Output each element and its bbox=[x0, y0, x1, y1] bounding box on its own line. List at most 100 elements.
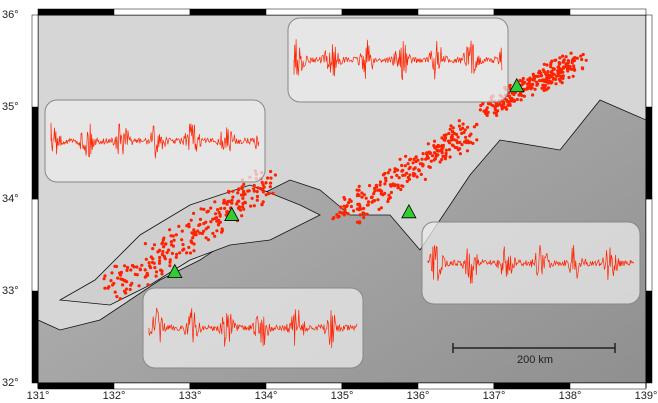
tremor-dot bbox=[550, 60, 553, 63]
tremor-dot bbox=[341, 212, 344, 215]
frame-band bbox=[114, 9, 190, 15]
tremor-dot bbox=[440, 136, 443, 139]
tremor-dot bbox=[265, 193, 268, 196]
y-tick-label: 36° bbox=[2, 9, 19, 21]
tremor-dot bbox=[437, 144, 440, 147]
tremor-dot bbox=[209, 220, 212, 223]
tremor-dot bbox=[346, 212, 349, 215]
tremor-dot bbox=[122, 279, 125, 282]
tremor-dot bbox=[146, 283, 149, 286]
tremor-dot bbox=[107, 285, 110, 288]
tremor-dot bbox=[458, 141, 461, 144]
tremor-dot bbox=[393, 170, 396, 173]
tremor-dot bbox=[153, 262, 156, 265]
tremor-dot bbox=[429, 151, 432, 154]
tremor-dot bbox=[462, 122, 465, 125]
tremor-dot bbox=[241, 187, 244, 190]
tremor-dot bbox=[532, 78, 535, 81]
tremor-dot bbox=[506, 100, 509, 103]
tremor-dot bbox=[274, 173, 277, 176]
tremor-dot bbox=[236, 191, 239, 194]
tremor-dot bbox=[486, 111, 489, 114]
tremor-dot bbox=[567, 65, 570, 68]
map: 131°132°133°134°135°136°137°138°139°32°3… bbox=[0, 0, 658, 403]
tremor-dot bbox=[181, 230, 184, 233]
tremor-dot bbox=[151, 247, 154, 250]
tremor-dot bbox=[358, 220, 361, 223]
tremor-dot bbox=[173, 239, 176, 242]
tremor-dot bbox=[251, 197, 254, 200]
tremor-dot bbox=[451, 130, 454, 133]
tremor-dot bbox=[138, 284, 141, 287]
tremor-dot bbox=[520, 98, 523, 101]
tremor-dot bbox=[139, 268, 142, 271]
tremor-dot bbox=[366, 204, 369, 207]
seismogram-box bbox=[143, 288, 363, 368]
tremor-dot bbox=[501, 105, 504, 108]
tremor-dot bbox=[339, 206, 342, 209]
tremor-dot bbox=[433, 146, 436, 149]
frame-band bbox=[570, 383, 646, 389]
tremor-dot bbox=[443, 134, 446, 137]
tremor-dot bbox=[390, 191, 393, 194]
tremor-dot bbox=[449, 128, 452, 131]
tremor-dot bbox=[193, 231, 196, 234]
tremor-dot bbox=[236, 200, 239, 203]
tremor-dot bbox=[561, 81, 564, 84]
tremor-dot bbox=[440, 158, 443, 161]
tremor-dot bbox=[269, 177, 272, 180]
tremor-dot bbox=[404, 155, 407, 158]
frame-band bbox=[190, 383, 266, 389]
tremor-dot bbox=[153, 243, 156, 246]
tremor-dot bbox=[458, 147, 461, 150]
tremor-dot bbox=[405, 172, 408, 175]
tremor-dot bbox=[567, 76, 570, 79]
frame-band bbox=[266, 383, 342, 389]
x-tick-label: 134° bbox=[255, 390, 278, 402]
tremor-dot bbox=[447, 140, 450, 143]
tremor-dot bbox=[486, 114, 489, 117]
tremor-dot bbox=[395, 174, 398, 177]
tremor-dot bbox=[554, 59, 557, 62]
tremor-dot bbox=[362, 216, 365, 219]
tremor-dot bbox=[230, 199, 233, 202]
tremor-dot bbox=[140, 264, 143, 267]
tremor-dot bbox=[451, 134, 454, 137]
tremor-dot bbox=[459, 128, 462, 131]
tremor-dot bbox=[390, 176, 393, 179]
tremor-dot bbox=[448, 148, 451, 151]
tremor-dot bbox=[156, 250, 159, 253]
tremor-dot bbox=[544, 72, 547, 75]
tremor-dot bbox=[240, 214, 243, 217]
tremor-dot bbox=[223, 200, 226, 203]
tremor-dot bbox=[585, 59, 588, 62]
tremor-dot bbox=[383, 172, 386, 175]
tremor-dot bbox=[195, 233, 198, 236]
tremor-dot bbox=[555, 75, 558, 78]
tremor-dot bbox=[537, 75, 540, 78]
tremor-dot bbox=[567, 61, 570, 64]
tremor-dot bbox=[271, 192, 274, 195]
tremor-dot bbox=[124, 291, 127, 294]
tremor-dot bbox=[580, 58, 583, 61]
tremor-dot bbox=[221, 227, 224, 230]
tremor-dot bbox=[416, 175, 419, 178]
tremor-dot bbox=[242, 208, 245, 211]
tremor-dot bbox=[358, 189, 361, 192]
x-tick-label: 131° bbox=[27, 390, 50, 402]
scale-label: 200 km bbox=[517, 354, 553, 366]
tremor-dot bbox=[440, 149, 443, 152]
tremor-dot bbox=[214, 212, 217, 215]
tremor-dot bbox=[190, 219, 193, 222]
tremor-dot bbox=[573, 56, 576, 59]
tremor-dot bbox=[253, 204, 256, 207]
tremor-dot bbox=[110, 271, 113, 274]
tremor-dot bbox=[433, 158, 436, 161]
tremor-dot bbox=[387, 197, 390, 200]
tremor-dot bbox=[565, 55, 568, 58]
tremor-dot bbox=[397, 186, 400, 189]
tremor-dot bbox=[532, 73, 535, 76]
frame-band bbox=[38, 383, 114, 389]
tremor-dot bbox=[489, 103, 492, 106]
tremor-dot bbox=[570, 52, 573, 55]
